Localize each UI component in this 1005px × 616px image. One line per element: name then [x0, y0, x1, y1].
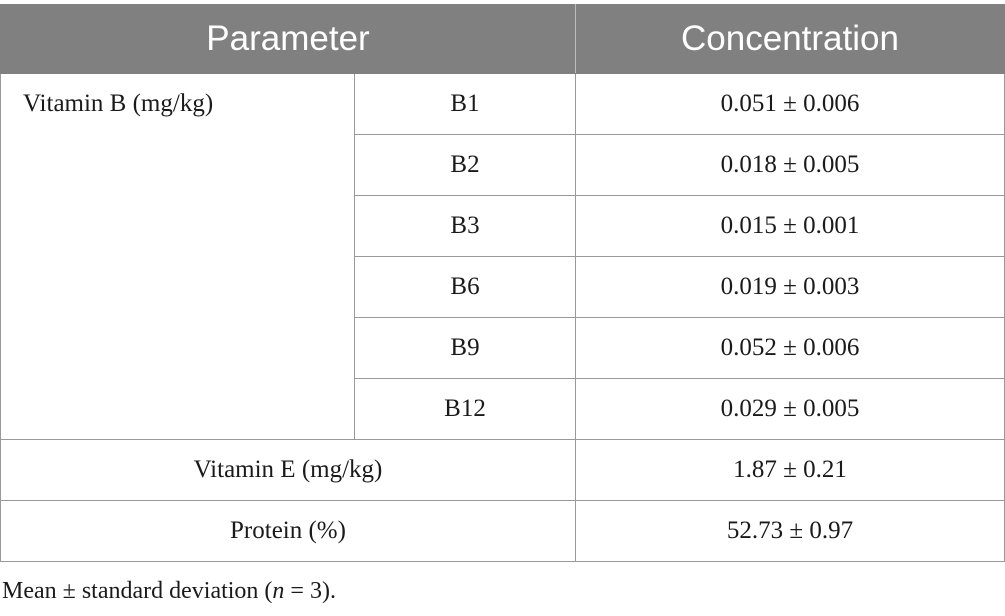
protein-label: Protein (%) [0, 500, 576, 562]
footnote-variable: n [272, 578, 285, 604]
header-parameter: Parameter [0, 4, 576, 74]
vitamin-e-label: Vitamin E (mg/kg) [0, 439, 576, 501]
table-row: B12 0.029 ± 0.005 [1, 378, 1005, 440]
data-table-container: Parameter Concentration Vitamin B (mg/kg… [0, 4, 1005, 562]
sub-parameter-cell: B9 [354, 317, 576, 379]
sub-parameter-cell: B1 [354, 73, 576, 135]
concentration-cell: 52.73 ± 0.97 [575, 500, 1005, 562]
table-header-row: Parameter Concentration [0, 4, 1005, 74]
footnote-prefix: Mean ± standard deviation ( [2, 578, 273, 604]
table-row: B2 0.018 ± 0.005 [1, 134, 1005, 196]
header-concentration: Concentration [575, 4, 1005, 74]
table-row: B6 0.019 ± 0.003 [1, 256, 1005, 318]
concentration-cell: 0.019 ± 0.003 [575, 256, 1005, 318]
table-row: Vitamin B (mg/kg) B1 0.051 ± 0.006 [0, 73, 1005, 440]
footnote-suffix: = 3). [284, 578, 336, 604]
concentration-cell: 1.87 ± 0.21 [575, 439, 1005, 501]
sub-parameter-cell: B12 [354, 378, 576, 440]
concentration-cell: 0.015 ± 0.001 [575, 195, 1005, 257]
table-row: Vitamin E (mg/kg) 1.87 ± 0.21 [0, 439, 1005, 501]
concentration-cell: 0.029 ± 0.005 [575, 378, 1005, 440]
concentration-cell: 0.052 ± 0.006 [575, 317, 1005, 379]
table-row: Protein (%) 52.73 ± 0.97 [0, 500, 1005, 562]
table-footnote: Mean ± standard deviation (n = 3). [2, 578, 336, 605]
vitamin-protein-table: Parameter Concentration Vitamin B (mg/kg… [0, 4, 1005, 562]
sub-parameter-cell: B3 [354, 195, 576, 257]
vitamin-b-label: Vitamin B (mg/kg) [0, 73, 355, 440]
concentration-cell: 0.018 ± 0.005 [575, 134, 1005, 196]
sub-parameter-cell: B6 [354, 256, 576, 318]
sub-parameter-cell: B2 [354, 134, 576, 196]
concentration-cell: 0.051 ± 0.006 [575, 73, 1005, 135]
